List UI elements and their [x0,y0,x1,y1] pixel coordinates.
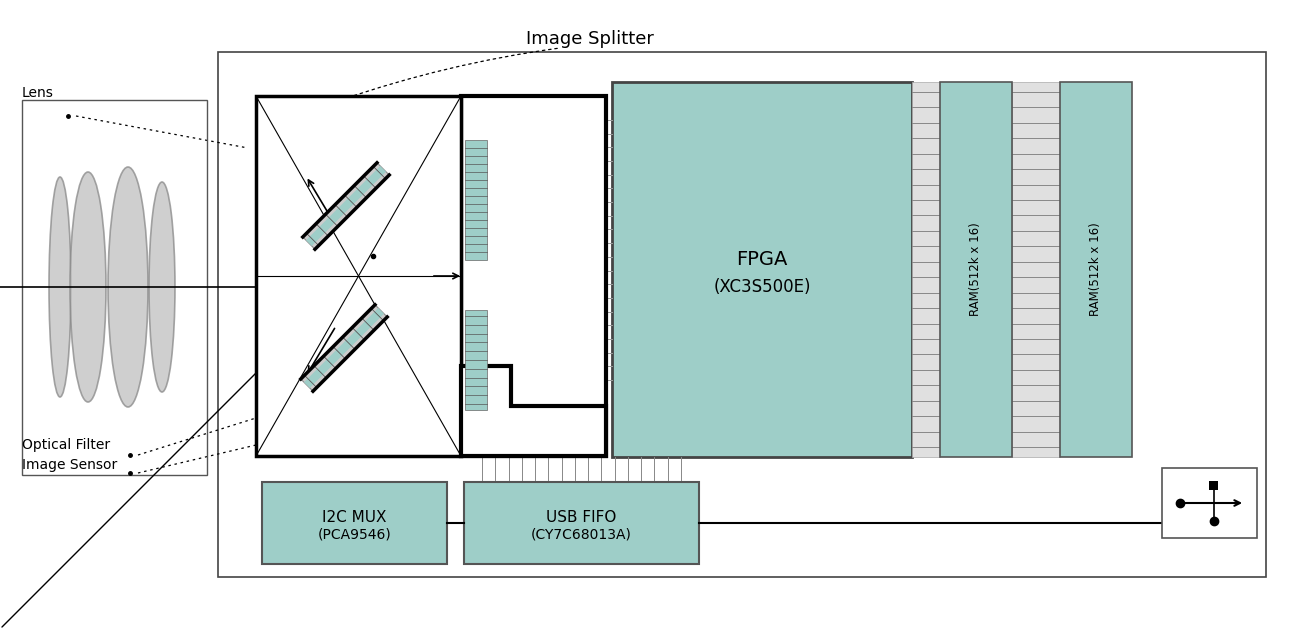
Bar [1162,468,1257,538]
Bar [22,100,206,475]
Text: RAM(512k x 16): RAM(512k x 16) [969,223,982,316]
Bar [256,96,462,456]
Polygon shape [301,304,388,391]
Text: Image Splitter: Image Splitter [526,30,654,48]
Text: RAM(512k x 16): RAM(512k x 16) [1090,223,1102,316]
Bar [1210,481,1219,489]
Polygon shape [304,308,384,388]
Text: (PCA9546): (PCA9546) [318,528,392,542]
Bar [1060,82,1132,457]
Ellipse shape [49,177,71,397]
Ellipse shape [149,182,175,392]
Polygon shape [302,162,389,250]
Bar [611,82,913,457]
Text: (XC3S500E): (XC3S500E) [713,279,811,296]
Bar [462,96,606,456]
Bar [1013,82,1060,457]
Bar [940,82,1013,457]
Text: FPGA: FPGA [736,250,788,269]
Text: I2C MUX: I2C MUX [322,509,387,525]
Bar [466,310,487,410]
Polygon shape [306,166,387,246]
Text: Optical Filter: Optical Filter [22,438,110,452]
Ellipse shape [108,167,149,407]
Bar [464,482,700,564]
Text: Lens: Lens [22,86,54,100]
Bar [466,140,487,260]
Text: USB FIFO: USB FIFO [546,509,617,525]
Polygon shape [462,366,606,456]
Text: (CY7C68013A): (CY7C68013A) [531,528,633,542]
Bar [262,482,447,564]
Bar [913,82,940,457]
Ellipse shape [70,172,107,402]
Text: Image Sensor: Image Sensor [22,458,117,472]
Bar [218,52,1266,577]
